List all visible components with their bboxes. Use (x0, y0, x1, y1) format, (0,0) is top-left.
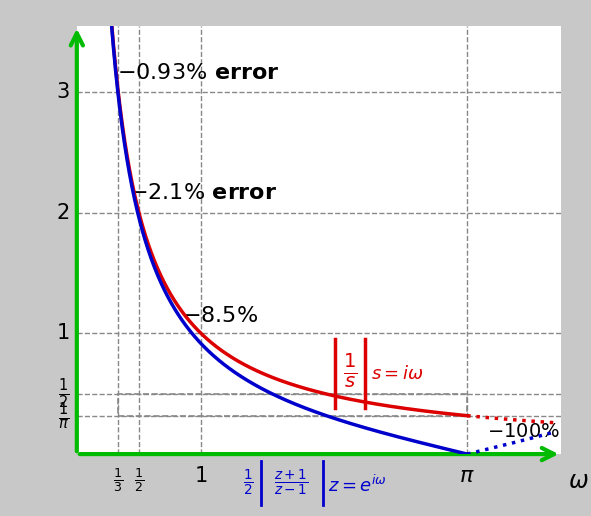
Text: $\omega$: $\omega$ (568, 469, 589, 493)
Text: $1$: $1$ (194, 466, 208, 486)
Text: $s{=}i\omega$: $s{=}i\omega$ (371, 365, 424, 383)
Text: $1$: $1$ (56, 324, 69, 344)
Text: $\frac{1}{2}$: $\frac{1}{2}$ (243, 468, 254, 498)
Text: $3$: $3$ (56, 82, 69, 102)
Bar (118, 394, 467, 416)
Text: $\pi$: $\pi$ (459, 466, 475, 486)
Text: $\frac{1}{2}$: $\frac{1}{2}$ (58, 377, 69, 411)
Text: $\frac{1}{2}$: $\frac{1}{2}$ (134, 466, 144, 494)
Text: $-100\%$: $-100\%$ (487, 422, 560, 441)
Text: $\frac{1}{\pi}$: $\frac{1}{\pi}$ (58, 400, 69, 431)
Text: $-8.5\%$: $-8.5\%$ (183, 306, 258, 326)
Text: $-0.93\%$ error: $-0.93\%$ error (116, 62, 279, 83)
Text: $\frac{z+1}{z-1}$: $\frac{z+1}{z-1}$ (274, 468, 309, 498)
Text: $\frac{1}{s}$: $\frac{1}{s}$ (343, 351, 358, 390)
Text: $-2.1\%$ error: $-2.1\%$ error (129, 183, 277, 203)
Text: $\frac{1}{3}$: $\frac{1}{3}$ (113, 466, 124, 494)
Text: $2$: $2$ (56, 203, 69, 223)
Text: $z{=}e^{i\omega}$: $z{=}e^{i\omega}$ (328, 475, 387, 496)
